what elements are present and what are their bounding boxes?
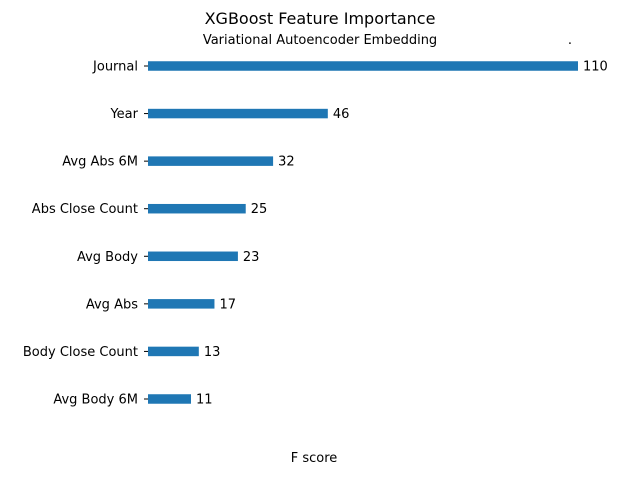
y-tick-label: Abs Close Count <box>32 202 138 217</box>
bar <box>148 156 274 166</box>
y-tick-label: Body Close Count <box>23 345 138 360</box>
bar-value-label: 32 <box>278 155 295 170</box>
x-axis-label: F score <box>291 451 338 466</box>
bar <box>148 394 191 404</box>
bar <box>148 108 328 119</box>
bar-value-label: 23 <box>243 250 260 265</box>
bar <box>148 346 199 357</box>
bars-layer: Journal 110 Year 46 Avg Abs 6M 32 Abs Close Co… <box>23 60 608 408</box>
y-tick-label: Journal <box>92 60 138 75</box>
y-tick-label: Avg Abs 6M <box>62 155 138 170</box>
chart-subtitle-mark: . <box>568 33 572 48</box>
bar-value-label: 110 <box>583 60 608 75</box>
bar-value-label: 17 <box>219 297 236 312</box>
bar <box>148 299 215 309</box>
chart-title: XGBoost Feature Importance <box>205 9 436 28</box>
y-tick-label: Year <box>109 107 138 122</box>
y-tick-label: Avg Abs <box>86 297 138 312</box>
bar <box>148 203 246 214</box>
y-tick-label: Avg Body 6M <box>53 392 138 407</box>
bar-value-label: 13 <box>204 345 221 360</box>
bar-value-label: 25 <box>251 202 268 217</box>
bar-value-label: 11 <box>196 392 213 407</box>
bar <box>148 251 238 262</box>
chart-subtitle: Variational Autoencoder Embedding <box>203 33 437 48</box>
y-tick-label: Avg Body <box>77 250 138 265</box>
bar-value-label: 46 <box>333 107 350 122</box>
bar <box>148 61 578 71</box>
